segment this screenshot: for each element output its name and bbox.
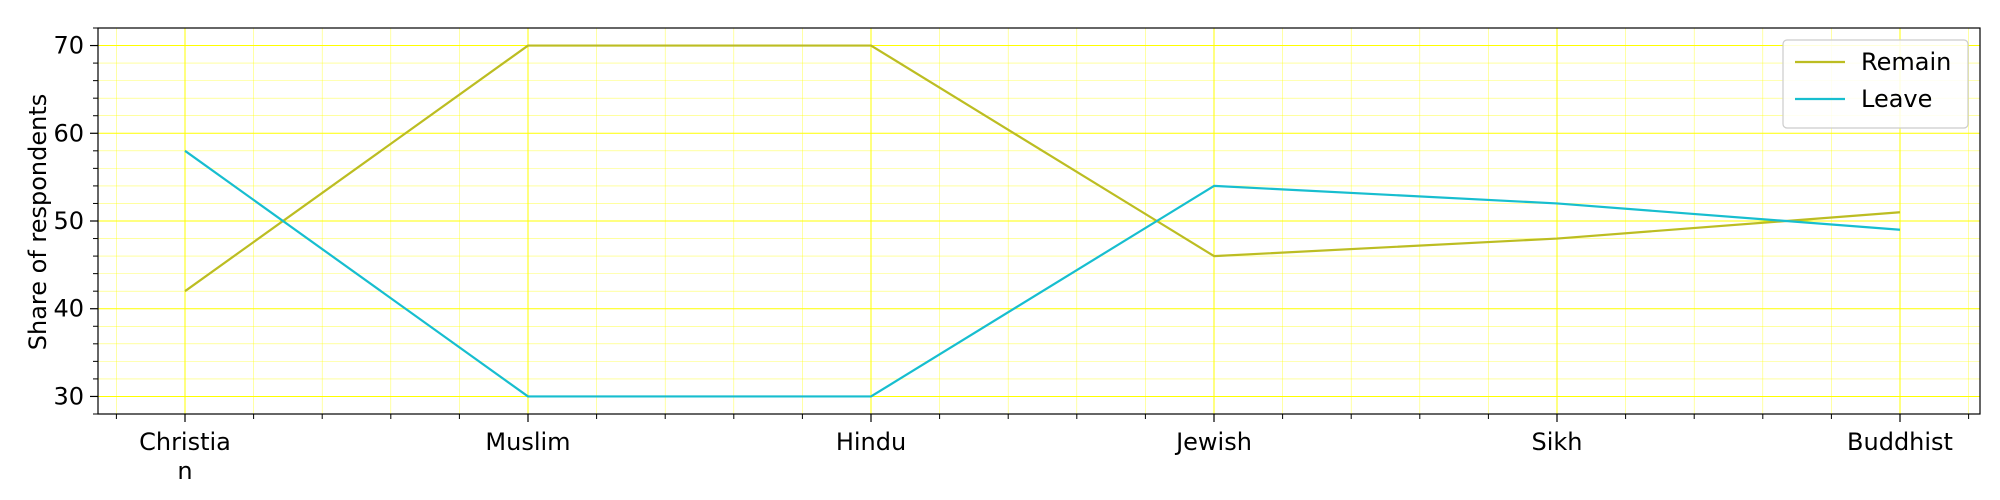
x-tick-label: Hindu [836,428,906,456]
x-tick-label: Sikh [1531,428,1582,456]
y-tick-label: 50 [53,207,84,235]
y-tick-labels: 30 40 50 60 70 [53,32,84,411]
axis-ticks [90,27,1970,422]
x-tick-label: Buddhist [1847,428,1953,456]
y-tick-label: 70 [53,32,84,60]
x-tick-labels: Christia n Muslim Hindu Jewish Sikh Buddhist [139,428,1953,485]
series-line-remain [184,44,1901,293]
x-tick-label: Muslim [485,428,570,456]
x-tick-label-line: n [177,457,192,485]
x-tick-label-line: Hindu [836,428,906,456]
x-tick-label-line: Jewish [1174,428,1252,456]
x-tick-label-line: Christia [139,428,231,456]
legend: Remain Leave [1782,39,1969,129]
legend-label-leave: Leave [1861,85,1932,113]
x-tick-label-line: Buddhist [1847,428,1953,456]
major-gridlines [98,28,1980,414]
y-tick-label: 40 [53,295,84,323]
legend-label-remain: Remain [1861,48,1951,76]
y-axis-label: Share of respondents [24,94,52,351]
y-tick-label: 60 [53,119,84,147]
x-tick-label-line: Muslim [485,428,570,456]
y-tick-label: 30 [53,382,84,410]
x-tick-label-line: Sikh [1531,428,1582,456]
x-tick-label: Jewish [1174,428,1252,456]
series-lines [184,44,1901,398]
x-tick-label: Christia n [139,428,231,485]
series-line-leave [184,149,1901,398]
